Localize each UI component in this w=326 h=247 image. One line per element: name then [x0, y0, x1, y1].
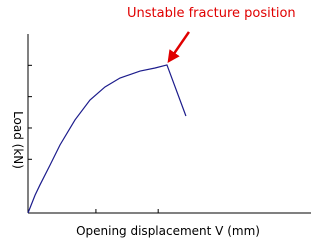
y-axis-label: Load (kN) — [11, 111, 25, 169]
annotation: Unstable fracture position — [127, 6, 296, 21]
x-axis-label: Opening displacement V (mm) — [76, 224, 260, 238]
data-line — [27, 64, 187, 214]
annotation-arrow — [167, 31, 190, 64]
